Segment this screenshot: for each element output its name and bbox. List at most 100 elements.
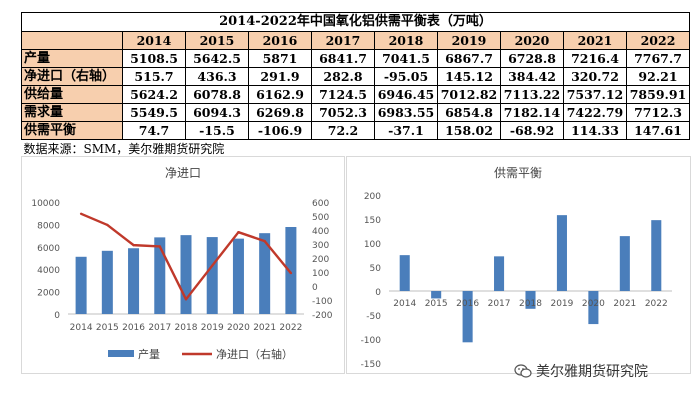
chart-title: 供需平衡 bbox=[494, 166, 542, 180]
table-cell: 74.7 bbox=[122, 121, 186, 140]
point-net-import bbox=[289, 271, 293, 275]
table-row: 净进口（右轴） 515.7 436.3 291.9 282.8 -95.05 145.12 3… bbox=[21, 67, 691, 86]
table-cell: 6983.55 bbox=[374, 103, 438, 122]
table-cell: 7113.22 bbox=[500, 85, 564, 104]
year-header-cell: 2019 bbox=[437, 31, 501, 50]
bar-production bbox=[285, 227, 297, 314]
table-cell: 147.61 bbox=[625, 121, 691, 140]
table-cell: 72.2 bbox=[311, 121, 375, 140]
table-cell: 7422.79 bbox=[563, 103, 627, 122]
bar-balance bbox=[556, 215, 567, 291]
bar-production bbox=[154, 237, 166, 314]
table-cell: -37.1 bbox=[374, 121, 438, 140]
table-corner-cell bbox=[21, 31, 123, 50]
row-label: 供给量 bbox=[21, 85, 123, 104]
table-cell: 7052.3 bbox=[311, 103, 375, 122]
table-cell: 6841.7 bbox=[311, 49, 375, 68]
table-cell: 6728.8 bbox=[500, 49, 564, 68]
table-cell: 5108.5 bbox=[122, 49, 186, 68]
y-tick-label: 10000 bbox=[31, 199, 60, 209]
x-tick-label: 2022 bbox=[279, 323, 302, 333]
y-tick-label: 2000 bbox=[37, 289, 60, 299]
bar-production bbox=[101, 250, 113, 314]
table-cell: 436.3 bbox=[185, 67, 249, 86]
table-cell: 158.02 bbox=[437, 121, 501, 140]
x-tick-label: 2019 bbox=[550, 299, 573, 309]
y-tick-label: 4000 bbox=[37, 266, 60, 276]
point-net-import bbox=[184, 298, 188, 301]
bar-production bbox=[128, 248, 140, 314]
y-tick-label: 8000 bbox=[37, 221, 60, 231]
point-net-import bbox=[79, 212, 83, 216]
y2-tick-label: -200 bbox=[312, 311, 333, 321]
x-tick-label: 2020 bbox=[227, 323, 250, 333]
y-tick-label: -100 bbox=[361, 336, 382, 346]
x-tick-label: 2014 bbox=[393, 299, 416, 309]
table-cell: 6854.8 bbox=[437, 103, 501, 122]
x-tick-label: 2022 bbox=[645, 299, 668, 309]
legend-label-net-import: 净进口（右轴） bbox=[216, 347, 293, 361]
bar-balance bbox=[525, 291, 536, 309]
year-header-cell: 2018 bbox=[374, 31, 438, 50]
bar-production bbox=[232, 238, 244, 314]
table-cell: -68.92 bbox=[500, 121, 564, 140]
point-net-import bbox=[237, 230, 240, 234]
table-header-row: 2014 2015 2016 2017 2018 2019 2020 2021 2022 bbox=[21, 31, 691, 50]
bar-balance bbox=[619, 236, 630, 291]
table-cell: 6094.3 bbox=[185, 103, 249, 122]
table-cell: 7041.5 bbox=[374, 49, 438, 68]
bar-balance bbox=[651, 220, 662, 291]
x-tick-label: 2015 bbox=[425, 299, 448, 309]
year-header-cell: 2020 bbox=[500, 31, 564, 50]
y2-tick-label: 500 bbox=[312, 213, 329, 223]
table-cell: -15.5 bbox=[185, 121, 249, 140]
point-net-import bbox=[263, 239, 266, 243]
watermark-text: 美尔雅期货研究院 bbox=[536, 364, 648, 380]
table-cell: 5624.2 bbox=[122, 85, 186, 104]
x-tick-label: 2018 bbox=[519, 299, 542, 309]
x-tick-label: 2014 bbox=[70, 323, 93, 333]
bar-balance bbox=[462, 291, 473, 343]
chart-title: 净进口 bbox=[165, 166, 201, 180]
table-cell: 5549.5 bbox=[122, 103, 186, 122]
row-label: 需求量 bbox=[21, 103, 123, 122]
point-net-import bbox=[106, 223, 109, 227]
x-tick-label: 2015 bbox=[96, 323, 119, 333]
net-import-chart: 净进口 0 2000 4000 6000 8000 10000 -200 -100 0 100 200… bbox=[31, 166, 333, 361]
y-tick-label: 100 bbox=[364, 240, 381, 250]
table-row: 供需平衡 74.7 -15.5 -106.9 72.2 -37.1 158.02 -68.92… bbox=[21, 121, 691, 140]
point-net-import bbox=[132, 243, 135, 247]
data-source-note: 数据来源：SMM，美尔雅期货研究院 bbox=[21, 139, 690, 157]
bar-balance bbox=[399, 255, 410, 291]
point-net-import bbox=[211, 264, 214, 267]
table-cell: 6946.45 bbox=[374, 85, 438, 104]
bar-balance bbox=[494, 256, 505, 291]
table-cell: 7859.91 bbox=[625, 85, 691, 104]
table-cell: 7012.82 bbox=[437, 85, 501, 104]
table-cell: 6078.8 bbox=[185, 85, 249, 104]
y2-tick-label: 0 bbox=[312, 283, 318, 293]
table-cell: 7124.5 bbox=[311, 85, 375, 104]
table-cell: 5642.5 bbox=[185, 49, 249, 68]
y-tick-label: 150 bbox=[364, 216, 381, 226]
y-tick-label: 6000 bbox=[37, 244, 60, 254]
table-cell: 6269.8 bbox=[248, 103, 312, 122]
x-tick-label: 2017 bbox=[148, 323, 171, 333]
table-cell: 5871 bbox=[248, 49, 312, 68]
table-cell: 6867.7 bbox=[437, 49, 501, 68]
bar-production bbox=[206, 237, 218, 314]
x-tick-label: 2021 bbox=[613, 299, 636, 309]
y-tick-label: 0 bbox=[54, 311, 60, 321]
table-cell: 320.72 bbox=[563, 67, 627, 86]
legend-swatch-production bbox=[108, 350, 134, 357]
balance-table: 2014-2022年中国氧化铝供需平衡表（万吨） 2014 2015 2016 201… bbox=[20, 12, 691, 157]
balance-chart-panel: 供需平衡 -150 -100 -50 0 50 100 150 200 2014 2015 2016 2… bbox=[346, 156, 691, 374]
table-row: 供给量 5624.2 6078.8 6162.9 7124.5 6946.45 7012.8… bbox=[21, 85, 691, 104]
point-net-import bbox=[158, 245, 161, 248]
bar-production bbox=[180, 235, 192, 314]
legend-label-production: 产量 bbox=[138, 347, 160, 361]
bar-production bbox=[75, 256, 87, 314]
y-tick-label: 200 bbox=[364, 192, 381, 202]
year-header-cell: 2022 bbox=[625, 31, 691, 50]
wechat-icon bbox=[514, 364, 532, 378]
